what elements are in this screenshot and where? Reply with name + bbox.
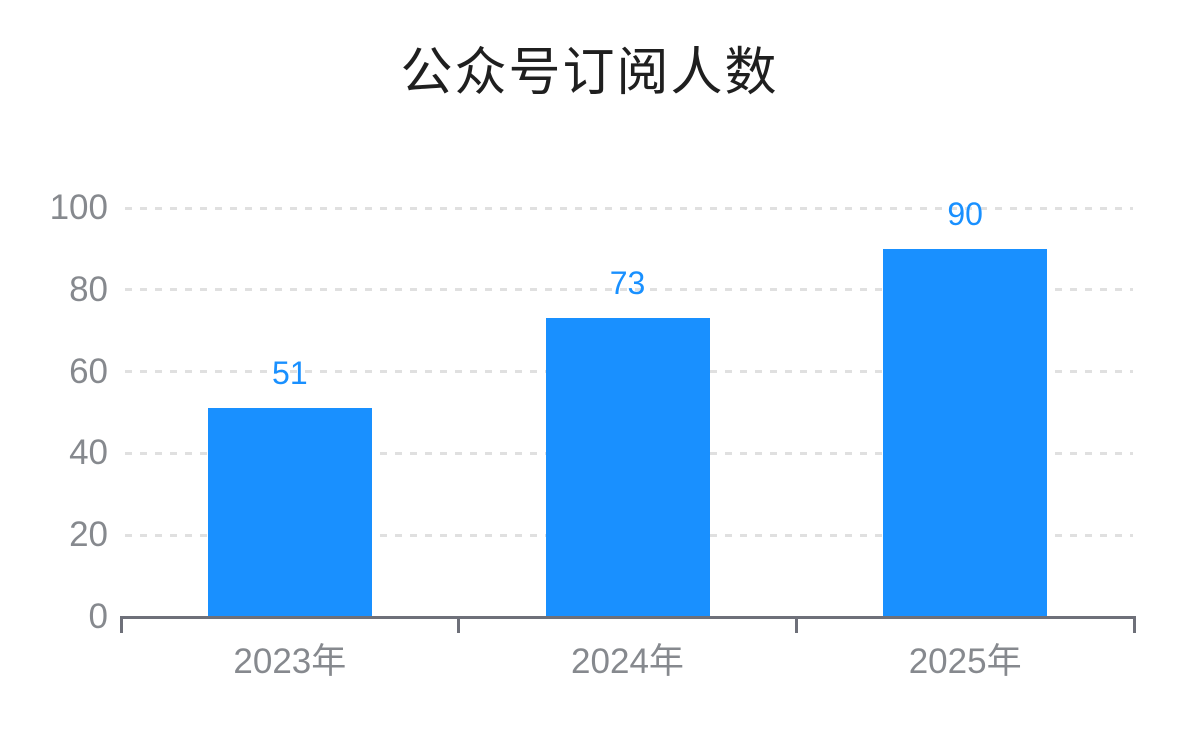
gridline	[125, 206, 1133, 210]
y-tick-label: 100	[49, 188, 108, 227]
bar-value-label: 73	[609, 265, 646, 302]
x-tick-label: 2025年	[908, 642, 1022, 681]
x-axis-tick	[794, 616, 798, 633]
y-tick-label: 20	[69, 515, 108, 555]
chart-title: 公众号订阅人数	[400, 44, 779, 102]
y-tick-label: 40	[69, 433, 108, 473]
x-axis-tick	[1132, 616, 1136, 633]
x-axis-tick	[457, 616, 461, 633]
gridline	[125, 288, 1133, 292]
bar	[207, 408, 372, 616]
x-axis-line	[121, 616, 1134, 619]
y-tick-label: 80	[69, 269, 108, 309]
bar-value-label: 90	[947, 195, 983, 232]
y-tick-label: 0	[88, 597, 108, 636]
x-tick-label: 2024年	[571, 642, 684, 681]
x-tick-label: 2023年	[233, 642, 347, 681]
bar	[883, 248, 1048, 616]
y-tick-label: 60	[69, 351, 108, 391]
x-axis-tick	[119, 616, 123, 633]
bar-value-label: 51	[272, 355, 308, 392]
bar	[545, 318, 710, 616]
